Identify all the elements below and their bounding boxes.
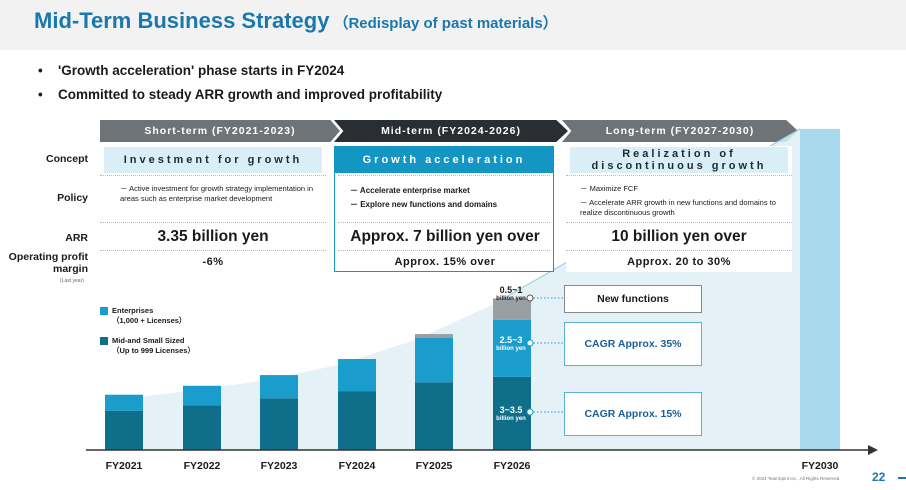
bar-fy2026-enterprise [493,319,531,377]
copyright: © 2024 TeamSpirit Inc., All Rights Reser… [752,476,841,481]
policy-mid: － Accelerate enterprise market － Explore … [350,186,498,209]
x-label-fy2030: FY2030 [801,460,839,472]
arr-long: 10 billion yen over [611,228,747,245]
bar-fy2023-mid-small [260,398,298,450]
row-label-concept: Concept [46,153,88,165]
bar-fy2026-new-functions [493,298,531,320]
opm-short: -6% [202,256,224,268]
callout-cagr-enterprise: CAGR Approx. 35% [564,322,702,366]
row-label-arr: ARR [65,232,88,244]
bar-fy2021-enterprise [105,394,143,411]
phase-long-term: Long-term (FY2027-2030) [562,120,798,142]
bar-fy2024-mid-small [338,391,376,450]
concept-short: Investment for growth [104,147,322,173]
separator [566,175,792,176]
growth-area [105,128,800,450]
segment-label-enterprise: 2.5~3 billion yen [496,335,526,353]
separator [566,250,792,251]
legend-mid-small: Mid-and Small Sized （Up to 999 Licenses） [112,336,195,355]
bar-fy2030 [800,128,840,450]
callout-cagr-mid-small: CAGR Approx. 15% [564,392,702,436]
concept-mid: Growth acceleration [335,147,553,173]
opm-long: Approx. 20 to 30% [627,256,731,268]
separator [100,175,326,176]
page-number-dash [898,477,906,479]
bullet-1: • 'Growth acceleration' phase starts in F… [38,63,345,78]
page-subtitle: （Redisplay of past materials） [333,15,558,32]
legend-mid-small-swatch [100,337,108,345]
segment-label-mid-small: 3~3.5 billion yen [496,405,526,423]
x-label-fy2025: FY2025 [415,460,453,472]
separator [100,250,326,251]
policy-long: － Maximize FCF － Accelerate ARR growth in… [580,184,776,217]
x-label-fy2022: FY2022 [183,460,221,472]
row-label-policy: Policy [57,192,88,204]
bar-fy2022-enterprise [183,385,221,406]
bullet-2: • Committed to steady ARR growth and impr… [38,87,443,102]
phase-short-term: Short-term (FY2021-2023) [100,120,340,142]
bar-fy2025-new-functions [415,334,453,338]
concept-long: Realization of discontinuous growth [570,147,788,173]
segment-label-new-functions: 0.5~1 billion yen [496,285,526,303]
x-label-fy2023: FY2023 [260,460,298,472]
bar-fy2021-mid-small [105,410,143,450]
separator [100,222,326,223]
row-label-opm: Operating profit margin [8,251,88,275]
row-label-opm-note: (Last year) [60,278,84,284]
dot-new-functions [526,294,534,302]
phase-mid-term: Mid-term (FY2024-2026) [334,120,568,142]
x-label-fy2024: FY2024 [338,460,376,472]
x-axis-arrow [868,445,878,455]
arr-short: 3.35 billion yen [157,228,269,245]
separator [566,222,792,223]
page-number: 22 [872,470,886,484]
dot-enterprise [526,339,534,347]
callout-new-functions: New functions [564,285,702,313]
opm-mid: Approx. 15% over [394,256,496,268]
bar-fy2022-mid-small [183,405,221,450]
legend-enterprise: Enterprises （1,000 + Licenses） [112,306,187,325]
x-label-fy2026: FY2026 [493,460,531,472]
bar-fy2026-mid-small [493,376,531,450]
separator [338,222,550,223]
legend-enterprise-swatch [100,307,108,315]
bar-fy2025-enterprise [415,337,453,383]
header-band [0,0,906,50]
policy-short: － Active investment for growth strategy … [120,184,314,203]
arr-mid: Approx. 7 billion yen over [350,228,540,245]
dot-mid-small [526,408,534,416]
bar-fy2025-mid-small [415,382,453,450]
separator [338,175,550,176]
separator [338,250,550,251]
bar-fy2023-enterprise [260,375,298,399]
bar-fy2024-enterprise [338,359,376,392]
page-title: Mid-Term Business Strategy （Redisplay of … [34,8,558,33]
x-label-fy2021: FY2021 [105,460,143,472]
